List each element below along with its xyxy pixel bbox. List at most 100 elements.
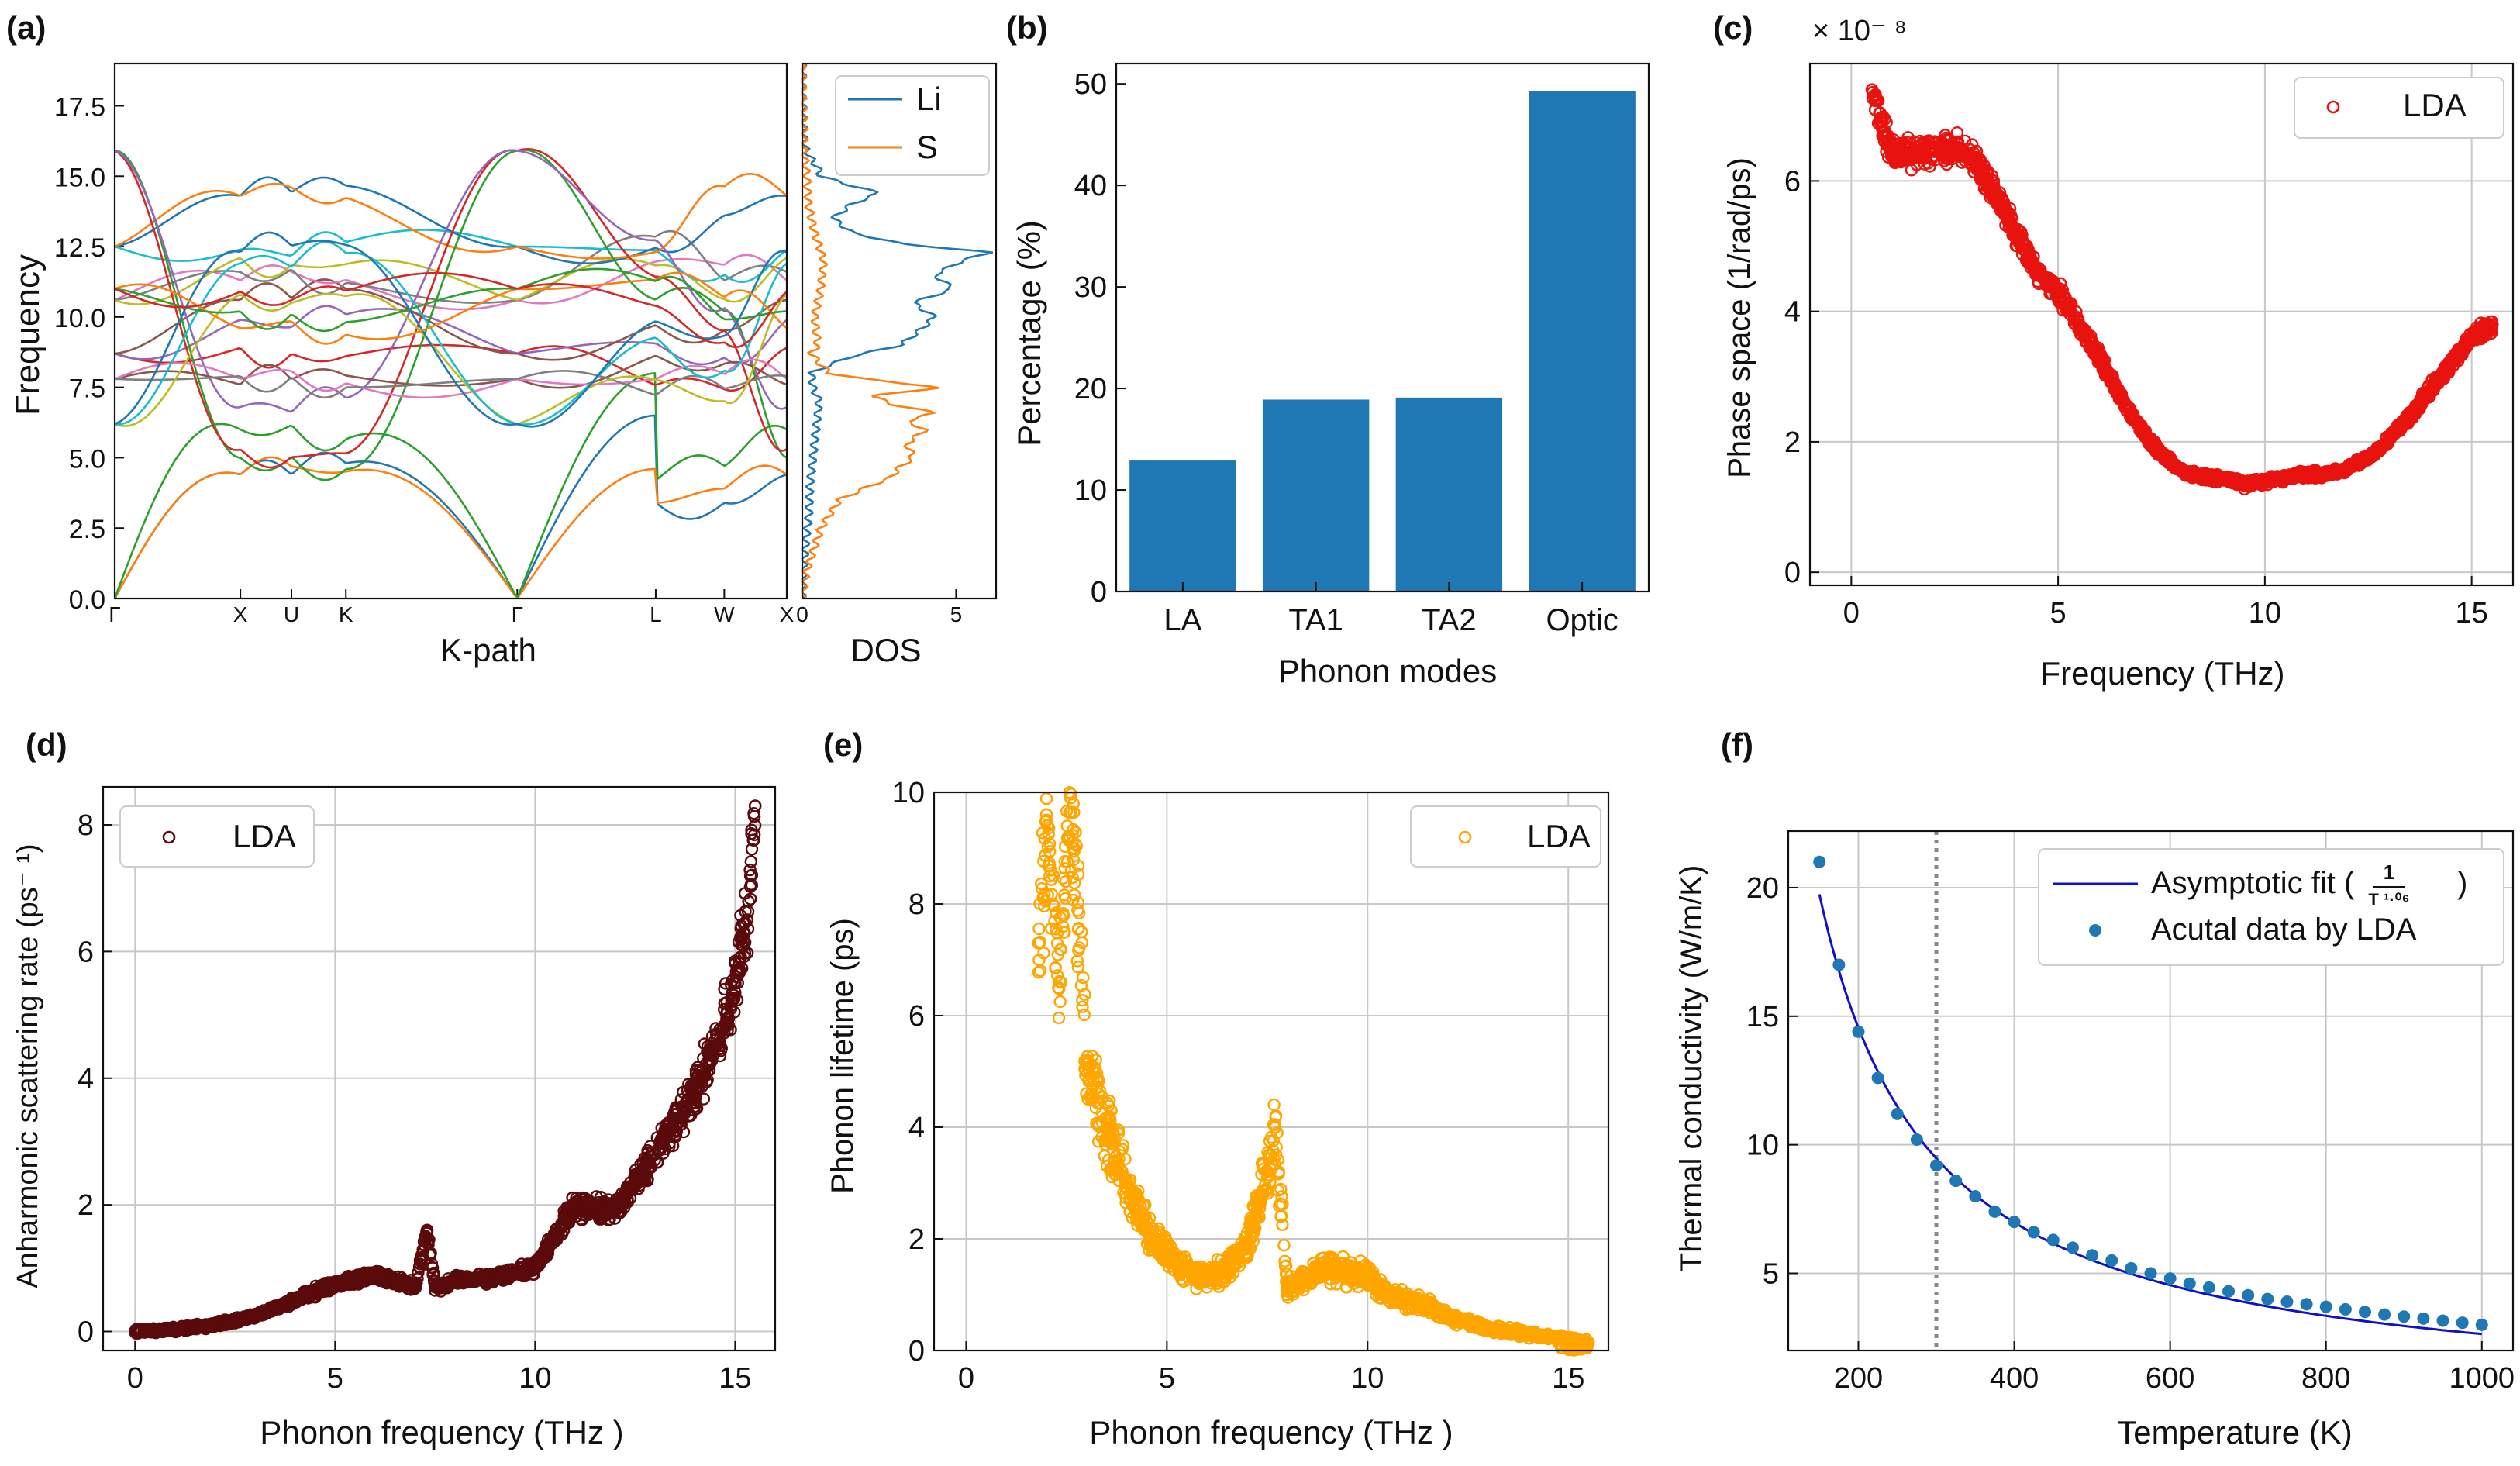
d-cloud-point-1687: [340, 1274, 353, 1287]
a-dos-xtick-label-0: 0: [796, 602, 808, 626]
e-cloud-point-407: [1039, 792, 1053, 805]
e-ytick-label-0: 0: [908, 1335, 925, 1368]
d-cloud-point-1519: [688, 1090, 701, 1104]
c-scale-label: × 10⁻ ⁸: [1812, 15, 1907, 47]
d-cloud-point-1377: [743, 880, 757, 893]
d-frame: [102, 785, 777, 1352]
d-cloud-point-1321: [746, 833, 760, 847]
d-cloud-point-1598: [727, 992, 740, 1006]
e-cloud-point-1000: [1267, 1134, 1281, 1147]
c-cloud-point-1469: [1888, 156, 1901, 170]
c-cloud-point-1436: [2197, 471, 2210, 484]
a-branch-0: [113, 414, 788, 599]
e-cloud-point-1389: [1082, 1074, 1095, 1088]
c-cloud-point-1295: [2133, 424, 2146, 437]
e-ytick-label-3: 6: [908, 1000, 925, 1033]
a-branch-7: [114, 229, 788, 304]
d-cloud-point-1304: [748, 819, 762, 832]
f-ytick-label-0: 5: [1763, 1257, 1779, 1290]
d-cloud-point-1014: [747, 809, 761, 823]
e-cloud-point-1462: [1162, 1254, 1176, 1267]
e-cloud-point-1363: [1043, 856, 1056, 870]
d-cloud-point-1688: [296, 1292, 309, 1305]
e-cloud-point-1485: [1510, 1323, 1523, 1337]
e-cloud-point-1048: [1067, 893, 1080, 907]
e-cloud-point-1181: [1165, 1241, 1178, 1255]
d-cloud-point-1572: [496, 1269, 509, 1283]
e-cloud-point-597: [1046, 898, 1060, 912]
c-cloud-point-1453: [2095, 355, 2109, 369]
c-cloud-point-1429: [2405, 408, 2418, 421]
e-cloud-point-906: [1058, 862, 1071, 875]
c-cloud-point-1494: [2162, 454, 2176, 467]
d-cloud-point-1658: [353, 1271, 366, 1285]
e-cloud-point-980: [1068, 876, 1081, 890]
b-ytick-label-4: 40: [1074, 170, 1107, 202]
e-cloud-point-1325: [1093, 1084, 1107, 1098]
d-ytick-label-0: 0: [78, 1316, 94, 1348]
e-cloud-point-818: [1072, 943, 1085, 957]
e-cloud-point-945: [1053, 974, 1066, 988]
d-cloud-point-1402: [734, 909, 747, 923]
d-cloud-point-1613: [639, 1153, 653, 1166]
a-ytick-label-6: 15.0: [54, 163, 105, 192]
d-cloud-point-1678: [674, 1118, 688, 1131]
e-cloud-point-1435: [1175, 1272, 1188, 1286]
a-frame: [113, 62, 788, 600]
d-cloud-point-1602: [205, 1319, 218, 1333]
a-dos-xtick-label-1: 5: [950, 602, 963, 626]
panel-label-f: (f): [1721, 726, 1753, 763]
c-cloud-point-1499: [2430, 373, 2444, 386]
d-cloud-point-1690: [188, 1321, 202, 1334]
d-ytick-label-1: 2: [78, 1189, 94, 1222]
d-cloud-point-1691: [453, 1270, 467, 1283]
e-cloud-point-1284: [1243, 1240, 1257, 1254]
d-cloud-point-1517: [686, 1085, 700, 1099]
c-ylabel: Phase space (1/rad/ps): [1722, 157, 1756, 478]
d-cloud-point-1623: [414, 1253, 428, 1266]
e-cloud-point-360: [1032, 922, 1046, 936]
c-cloud-point-1172: [1910, 151, 1923, 164]
e-legend-box: [1410, 805, 1601, 868]
e-cloud-point-1102: [1054, 943, 1068, 956]
e-cloud-point-1360: [1033, 935, 1047, 949]
e-cloud-point-583: [1037, 947, 1050, 960]
c-cloud-point-1257: [1866, 85, 1880, 99]
panel-label-e: (e): [823, 726, 863, 763]
a-branch-20: [114, 231, 788, 428]
e-cloud-point-1053: [1103, 1116, 1116, 1130]
e-cloud-point-1490: [1198, 1274, 1212, 1288]
c-cloud-point-1296: [2379, 437, 2392, 451]
d-cloud-point-1619: [309, 1291, 322, 1304]
d-cloud-point-1516: [424, 1247, 437, 1260]
e-cloud-point-554: [1052, 1011, 1066, 1025]
e-cloud-point-1358: [1064, 864, 1078, 878]
e-cloud-point-1431: [1103, 1130, 1117, 1143]
e-cloud-point-1491: [1441, 1311, 1454, 1325]
e-ytick-label-2: 4: [908, 1112, 925, 1144]
e-cloud-point-1478: [1519, 1325, 1532, 1339]
e-cloud-point-548: [1059, 874, 1073, 888]
c-cloud-point-1490: [2281, 471, 2294, 485]
d-cloud-point-1586: [671, 1112, 684, 1125]
d-points: [128, 799, 762, 1338]
e-cloud-point-1373: [1271, 1153, 1285, 1167]
e-cloud-point-1472: [1041, 840, 1055, 854]
e-cloud-point-93: [1053, 995, 1067, 1009]
a-branch-13: [114, 147, 788, 469]
a-ytick-label-5: 12.5: [54, 233, 105, 263]
e-xlabel: Phonon frequency (THz ): [1089, 1414, 1453, 1450]
c-cloud-point-1447: [1917, 151, 1930, 164]
c-legend-marker: [2326, 100, 2340, 114]
e-cloud-point-1201: [1263, 1168, 1276, 1181]
e-cloud-point-1463: [1253, 1211, 1266, 1224]
e-cloud-point-682: [1071, 923, 1085, 936]
e-ytick-label-5: 10: [892, 777, 925, 809]
d-cloud-point-1697: [285, 1298, 298, 1311]
c-xtick-label-0: 0: [1843, 597, 1860, 630]
b-xtick-label-ta2: TA2: [1422, 603, 1476, 637]
c-cloud-point-1474: [2021, 242, 2035, 256]
d-cloud-point-1698: [395, 1278, 408, 1291]
panel-label-b: (b): [1006, 9, 1048, 46]
d-cloud-point-1696: [571, 1197, 584, 1210]
